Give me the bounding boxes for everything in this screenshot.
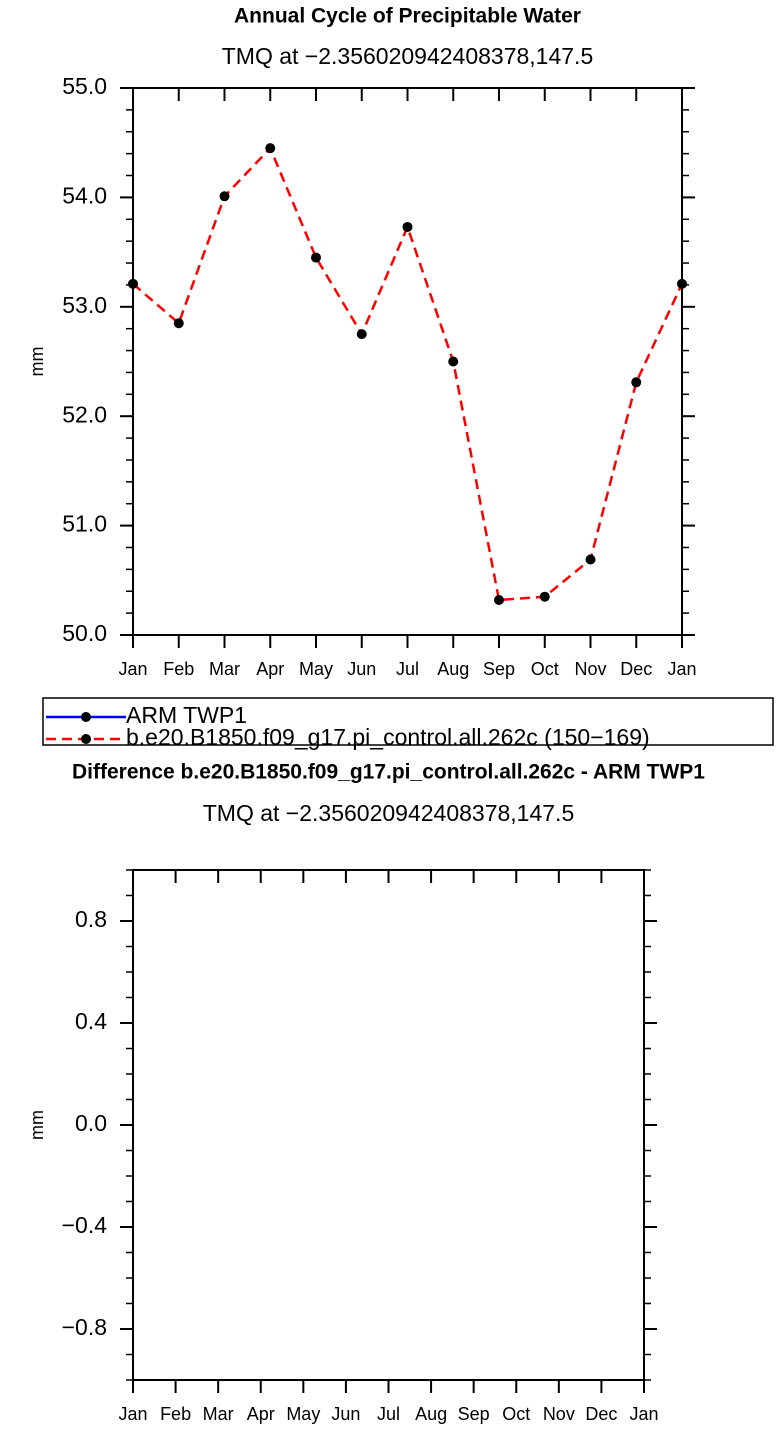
- x-tick-label: Jun: [347, 659, 376, 679]
- plot-frame: [132, 87, 683, 636]
- plot-frame: [132, 869, 645, 1381]
- chart-title: Difference b.e20.B1850.f09_g17.pi_contro…: [72, 761, 705, 784]
- y-tick-label: 0.8: [75, 906, 107, 932]
- y-tick-label: 51.0: [62, 511, 107, 537]
- x-tick-label: Jan: [667, 659, 696, 679]
- x-tick-label: Aug: [415, 1404, 447, 1424]
- x-tick-label: Feb: [160, 1404, 191, 1424]
- x-tick-label: Nov: [574, 659, 606, 679]
- x-tick-label: Mar: [203, 1404, 234, 1424]
- y-tick-label: 0.4: [75, 1008, 107, 1034]
- x-tick-label: Jun: [331, 1404, 360, 1424]
- x-tick-label: Dec: [620, 659, 652, 679]
- x-tick-label: Jan: [118, 659, 147, 679]
- data-point: [265, 143, 276, 154]
- data-point: [173, 318, 184, 329]
- data-point: [631, 377, 642, 388]
- series-line: [132, 145, 684, 602]
- chart-title: Annual Cycle of Precipitable Water: [234, 5, 581, 28]
- chart-subtitle: TMQ at −2.356020942408378,147.5: [203, 800, 575, 826]
- x-tick-label: Aug: [437, 659, 469, 679]
- data-point: [494, 594, 504, 605]
- y-tick-label: 53.0: [62, 292, 107, 318]
- y-axis-label: mm: [27, 1110, 47, 1140]
- y-tick-label: 50.0: [62, 620, 107, 646]
- x-tick-label: Jan: [629, 1404, 658, 1424]
- data-point: [677, 278, 687, 289]
- legend-marker: [81, 734, 91, 744]
- x-tick-label: Oct: [502, 1404, 530, 1424]
- data-point: [128, 278, 138, 289]
- data-point: [311, 252, 321, 263]
- y-tick-label: 55.0: [62, 73, 107, 99]
- legend-label: b.e20.B1850.f09_g17.pi_control.all.262c …: [126, 724, 650, 750]
- data-point: [402, 221, 413, 232]
- x-tick-label: Jan: [118, 1404, 147, 1424]
- data-point: [219, 191, 230, 202]
- x-tick-label: Dec: [585, 1404, 617, 1424]
- x-tick-label: Nov: [543, 1404, 575, 1424]
- x-tick-label: Jul: [396, 659, 419, 679]
- x-tick-label: May: [286, 1404, 320, 1424]
- x-tick-label: May: [299, 659, 333, 679]
- x-tick-label: Jul: [377, 1404, 400, 1424]
- x-tick-label: Feb: [163, 659, 194, 679]
- legend-label: ARM TWP1: [126, 702, 247, 728]
- y-tick-label: −0.8: [62, 1314, 107, 1340]
- y-tick-label: 52.0: [62, 401, 107, 427]
- x-tick-label: Apr: [256, 659, 284, 679]
- x-tick-label: Apr: [247, 1404, 275, 1424]
- chart-subtitle: TMQ at −2.356020942408378,147.5: [222, 43, 594, 69]
- data-point: [585, 554, 596, 565]
- y-tick-label: 54.0: [62, 182, 107, 208]
- x-tick-label: Sep: [458, 1404, 490, 1424]
- x-tick-label: Sep: [483, 659, 515, 679]
- data-point: [448, 356, 459, 367]
- y-axis-label: mm: [27, 347, 47, 377]
- x-tick-label: Mar: [209, 659, 240, 679]
- y-tick-label: 0.0: [75, 1110, 107, 1136]
- y-tick-label: −0.4: [62, 1212, 108, 1238]
- data-point: [539, 591, 550, 602]
- x-tick-label: Oct: [531, 659, 559, 679]
- data-point: [356, 329, 367, 340]
- legend-marker: [81, 712, 91, 722]
- legend-box: [42, 697, 774, 746]
